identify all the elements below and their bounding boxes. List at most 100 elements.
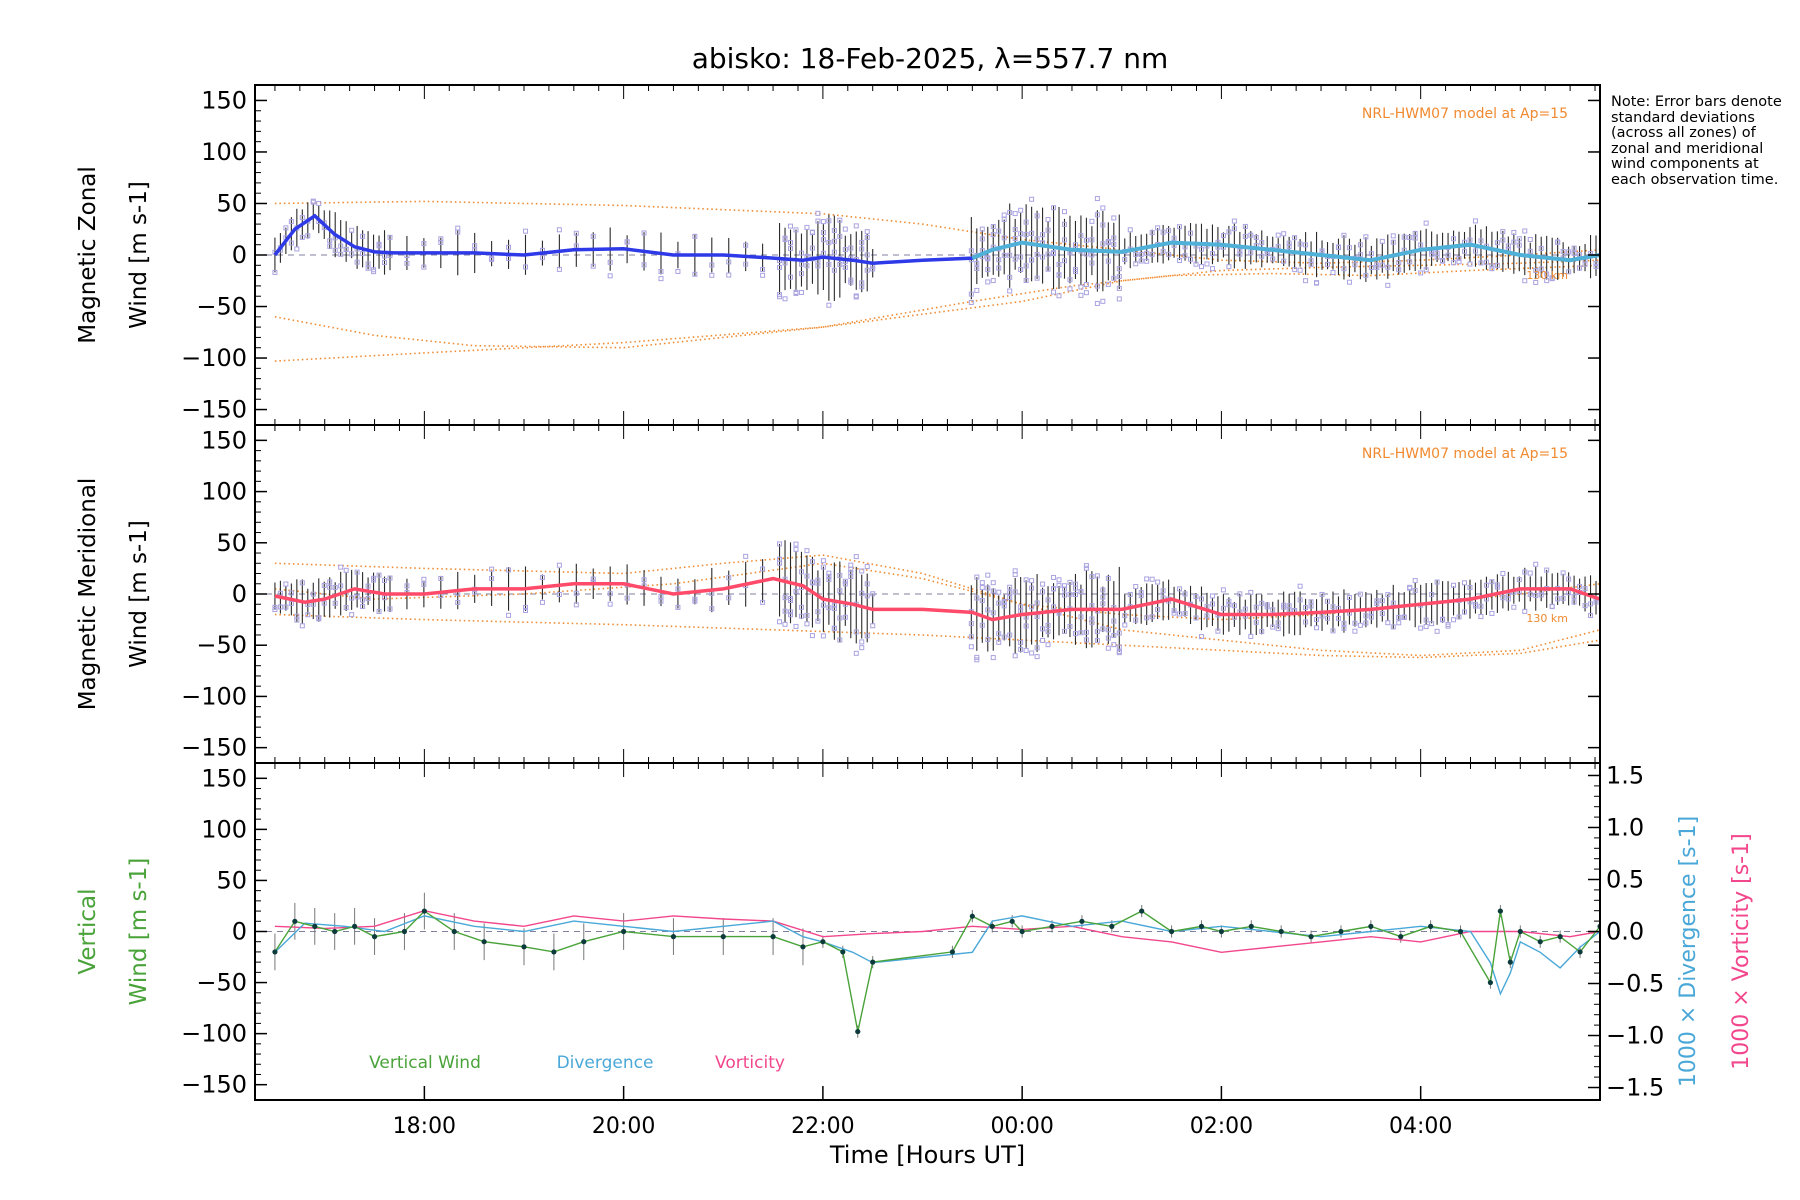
zone-sample bbox=[1451, 617, 1457, 623]
zone-sample bbox=[798, 613, 804, 619]
zone-sample bbox=[1566, 576, 1572, 582]
zone-sample bbox=[1571, 250, 1577, 256]
zone-sample bbox=[1396, 260, 1402, 266]
zone-sample bbox=[996, 228, 1002, 234]
zone-sample bbox=[1083, 290, 1089, 296]
zone-sample bbox=[1253, 619, 1259, 625]
zone-sample bbox=[709, 606, 715, 612]
zone-sample bbox=[371, 577, 377, 583]
zone-sample bbox=[1166, 251, 1172, 257]
zone-sample bbox=[288, 240, 294, 246]
zone-sample bbox=[985, 637, 991, 643]
y-tick-label: 50 bbox=[216, 189, 247, 217]
vertical-wind-point bbox=[1398, 934, 1404, 940]
zone-sample bbox=[826, 570, 832, 576]
zone-sample bbox=[1319, 591, 1325, 597]
vertical-wind-point bbox=[581, 939, 587, 945]
zone-sample bbox=[299, 580, 305, 586]
zone-sample bbox=[489, 566, 495, 572]
zone-sample bbox=[1116, 648, 1122, 654]
zone-sample bbox=[985, 572, 991, 578]
zone-sample bbox=[1089, 260, 1095, 266]
zone-sample bbox=[343, 246, 349, 252]
zone-sample bbox=[979, 236, 985, 242]
y-axis-label-line1: Magnetic Meridional bbox=[75, 478, 101, 711]
zone-sample bbox=[1396, 620, 1402, 626]
zone-sample bbox=[590, 263, 596, 269]
y2-axis-label-divergence: 1000 × Divergence [s-1] bbox=[1676, 816, 1701, 1087]
zone-sample bbox=[294, 246, 300, 252]
zone-sample bbox=[1577, 583, 1583, 589]
zone-sample bbox=[1341, 232, 1347, 238]
zone-sample bbox=[1144, 576, 1150, 582]
vertical-wind-point bbox=[989, 923, 995, 929]
zone-sample bbox=[404, 260, 410, 266]
zone-sample bbox=[815, 618, 821, 624]
zone-sample bbox=[1357, 242, 1363, 248]
vertical-wind-point bbox=[969, 913, 975, 919]
zone-sample bbox=[1193, 261, 1199, 267]
zone-sample bbox=[1462, 580, 1468, 586]
zone-sample bbox=[1489, 579, 1495, 585]
zone-sample bbox=[1226, 229, 1232, 235]
zone-sample bbox=[272, 269, 278, 275]
vertical-wind-point bbox=[1428, 923, 1434, 929]
zone-sample bbox=[1538, 245, 1544, 251]
y-tick-label: 150 bbox=[201, 764, 247, 792]
zone-sample bbox=[354, 594, 360, 600]
zone-sample bbox=[332, 585, 338, 591]
zone-sample bbox=[1571, 245, 1577, 251]
zone-sample bbox=[1456, 614, 1462, 620]
zone-sample bbox=[1220, 587, 1226, 593]
zone-sample bbox=[305, 612, 311, 618]
zone-sample bbox=[837, 233, 843, 239]
vertical-wind-point bbox=[1019, 928, 1025, 935]
zone-sample bbox=[837, 615, 843, 621]
vertical-wind-point bbox=[451, 928, 457, 935]
zone-sample bbox=[1379, 598, 1385, 604]
zone-sample bbox=[327, 579, 333, 585]
zone-sample bbox=[1023, 232, 1029, 238]
vertical-wind-point bbox=[352, 923, 358, 929]
zone-sample bbox=[1007, 584, 1013, 590]
zone-sample bbox=[1275, 620, 1281, 626]
zone-sample bbox=[1533, 592, 1539, 598]
zone-sample bbox=[1494, 262, 1500, 268]
vertical-wind-point bbox=[1248, 923, 1254, 929]
y-tick-label: 100 bbox=[201, 815, 247, 843]
zone-sample bbox=[1593, 261, 1599, 267]
zone-sample bbox=[556, 562, 562, 568]
zone-sample bbox=[692, 233, 698, 239]
y-tick-label: −100 bbox=[181, 1020, 247, 1048]
zone-sample bbox=[1527, 236, 1533, 242]
zone-sample bbox=[1116, 273, 1122, 279]
zone-sample bbox=[1275, 626, 1281, 632]
zone-sample bbox=[1533, 279, 1539, 285]
vertical-wind-point bbox=[1009, 918, 1015, 924]
zone-sample bbox=[1001, 603, 1007, 609]
zone-sample bbox=[421, 576, 427, 582]
zone-sample bbox=[726, 595, 732, 601]
zone-sample bbox=[1456, 259, 1462, 265]
zone-sample bbox=[272, 604, 278, 610]
zone-sample bbox=[1177, 611, 1183, 617]
zone-sample bbox=[1177, 586, 1183, 592]
zone-sample bbox=[1105, 258, 1111, 264]
zone-sample bbox=[1303, 278, 1309, 284]
y2-tick-label: 1.0 bbox=[1606, 813, 1644, 841]
zone-sample bbox=[1357, 252, 1363, 258]
zone-sample bbox=[1155, 225, 1161, 231]
zone-sample bbox=[804, 224, 810, 230]
zone-sample bbox=[1418, 625, 1424, 631]
zone-sample bbox=[1012, 256, 1018, 262]
zone-sample bbox=[837, 261, 843, 267]
zone-sample bbox=[864, 252, 870, 258]
zone-sample bbox=[815, 210, 821, 216]
zone-sample bbox=[1220, 233, 1226, 239]
zone-sample bbox=[1314, 625, 1320, 631]
zone-sample bbox=[1051, 251, 1057, 257]
zone-sample bbox=[848, 562, 854, 568]
zone-sample bbox=[1045, 622, 1051, 628]
zone-sample bbox=[1111, 235, 1117, 241]
zone-sample bbox=[1533, 267, 1539, 273]
